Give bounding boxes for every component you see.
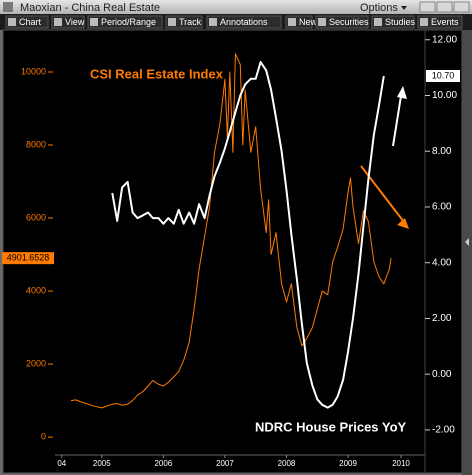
last-value-label: 10.70 bbox=[432, 70, 455, 80]
annotation-arrowhead bbox=[397, 86, 407, 99]
toolbar-label[interactable]: Period/Range bbox=[101, 17, 156, 27]
toolbar-button[interactable] bbox=[5, 15, 49, 29]
side-collapse[interactable] bbox=[465, 238, 469, 246]
last-value-tag bbox=[2, 252, 54, 265]
toolbar-label[interactable]: Securities bbox=[329, 17, 369, 27]
options-menu[interactable]: Options bbox=[360, 2, 398, 14]
toolbar-label[interactable]: View bbox=[65, 17, 85, 27]
y2-tick-label: 2.00 bbox=[432, 313, 452, 324]
toolbar-icon[interactable] bbox=[374, 18, 382, 26]
title-bar bbox=[0, 0, 472, 14]
side-strip bbox=[462, 30, 472, 475]
x-tick-label: 2009 bbox=[339, 459, 357, 468]
toolbar-label[interactable]: Track bbox=[179, 17, 202, 27]
maximize-button[interactable] bbox=[436, 1, 453, 13]
toolbar-icon[interactable] bbox=[90, 18, 98, 26]
series-line bbox=[70, 53, 392, 409]
toolbar-label[interactable]: Chart bbox=[19, 17, 42, 27]
annotation-arrowhead bbox=[397, 218, 409, 229]
last-value-tag bbox=[426, 69, 460, 82]
window-title: Maoxian - China Real Estate bbox=[20, 2, 160, 14]
y2-tick-label: -2.00 bbox=[432, 425, 455, 436]
window-icon[interactable] bbox=[3, 2, 13, 12]
x-tick-label: 2005 bbox=[93, 459, 111, 468]
y-tick-label: 8000 bbox=[26, 139, 46, 149]
toolbar-button[interactable] bbox=[206, 15, 282, 29]
toolbar-icon[interactable] bbox=[209, 18, 217, 26]
toolbar-icon[interactable] bbox=[420, 18, 428, 26]
x-tick-label: 04 bbox=[57, 459, 66, 468]
toolbar-icon[interactable] bbox=[318, 18, 326, 26]
toolbar-label[interactable]: Studies bbox=[385, 17, 416, 27]
y2-tick-label: 12.00 bbox=[432, 34, 457, 45]
toolbar-icon[interactable] bbox=[8, 18, 16, 26]
toolbar-icon[interactable] bbox=[54, 18, 62, 26]
y2-tick-label: 0.00 bbox=[432, 369, 452, 380]
toolbar-button[interactable] bbox=[87, 15, 163, 29]
toolbar-label[interactable]: News bbox=[299, 17, 322, 27]
toolbar-button[interactable] bbox=[371, 15, 415, 29]
chart-area bbox=[2, 29, 463, 474]
toolbar-icon[interactable] bbox=[168, 18, 176, 26]
toolbar-label[interactable]: Events bbox=[431, 17, 459, 27]
y-tick-label: 6000 bbox=[26, 212, 46, 222]
close-button[interactable] bbox=[453, 1, 470, 13]
x-tick-label: 2008 bbox=[278, 459, 296, 468]
series-line bbox=[111, 61, 385, 409]
y-tick-label: 10000 bbox=[21, 66, 46, 76]
y2-tick-label: 4.00 bbox=[432, 257, 452, 268]
x-tick-label: 2010 bbox=[392, 459, 410, 468]
toolbar-button[interactable] bbox=[315, 15, 369, 29]
y2-tick-label: 10.00 bbox=[432, 90, 457, 101]
y2-tick-label: 8.00 bbox=[432, 146, 452, 157]
x-tick-label: 2006 bbox=[154, 459, 172, 468]
last-value-label: 4901.6528 bbox=[7, 253, 50, 263]
toolbar-icon[interactable] bbox=[288, 18, 296, 26]
y2-tick-label: 6.00 bbox=[432, 202, 452, 213]
y-tick-label: 2000 bbox=[26, 358, 46, 368]
toolbar-label[interactable]: Annotations bbox=[220, 17, 268, 27]
x-tick-label: 2007 bbox=[216, 459, 234, 468]
toolbar-button[interactable] bbox=[417, 15, 463, 29]
minimize-button[interactable] bbox=[419, 1, 436, 13]
y-tick-label: 4000 bbox=[26, 285, 46, 295]
y-tick-label: 0 bbox=[41, 431, 46, 441]
legend-label: NDRC House Prices YoY bbox=[255, 419, 407, 434]
options-arrow[interactable] bbox=[401, 6, 407, 10]
annotation-arrow bbox=[392, 95, 402, 147]
legend-label: CSI Real Estate Index bbox=[90, 66, 224, 81]
